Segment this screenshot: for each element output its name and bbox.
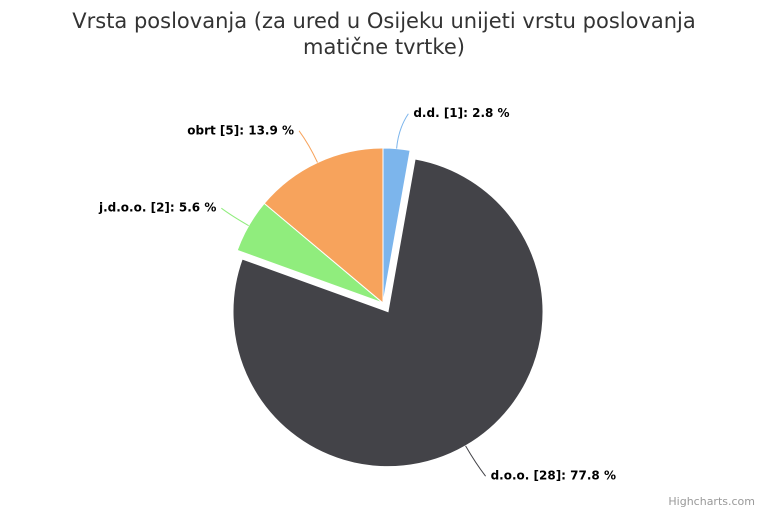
credits[interactable]: Highcharts.com	[668, 495, 755, 508]
chart-title: Vrsta poslovanja (za ured u Osijeku unij…	[72, 9, 696, 59]
connector	[298, 130, 318, 163]
data-label: d.o.o. [28]: 77.8 %	[491, 469, 616, 483]
connector	[396, 113, 409, 149]
connector	[465, 445, 486, 477]
data-label: d.d. [1]: 2.8 %	[413, 106, 509, 120]
data-label: obrt [5]: 13.9 %	[187, 123, 294, 137]
connector	[221, 207, 249, 227]
pie-slice	[232, 158, 544, 468]
data-label: j.d.o.o. [2]: 5.6 %	[98, 201, 216, 215]
